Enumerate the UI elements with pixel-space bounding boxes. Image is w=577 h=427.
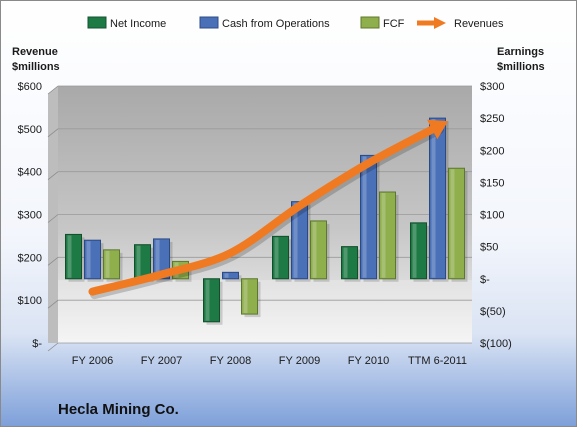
bar-highlight-net-income [67,235,72,278]
right-tick-label: $(50) [480,306,506,318]
bar-highlight-fcf [450,169,455,278]
bar-highlight-fcf [243,279,248,314]
bar-highlight-cash-from-operations [431,119,436,278]
revenue-line-arrowhead [427,119,449,140]
legend-label-revenues: Revenues [454,18,504,30]
x-axis-ticks: FY 2006 FY 2007 FY 2008 FY 2009 FY 2010 TTM 6… [72,355,467,367]
left-tick-label: $100 [18,295,42,307]
bar-highlight-net-income [343,247,348,278]
bar-fcf [448,167,465,280]
bar-highlight-cash-from-operations [362,156,367,278]
x-tick-label: FY 2010 [348,355,389,367]
bar-highlight-fcf [105,250,110,278]
left-tick-label: $300 [18,210,42,222]
bar-net-income [203,278,220,323]
grid-lines [47,85,472,352]
grid-depth-line [47,85,59,95]
right-axis-ticks: $(100) $(50) $- $50 $100 $150 $200 $250 $300 [480,81,512,350]
bar-cash-from-operations [360,154,377,280]
bar-cash-from-operations [84,239,101,280]
right-tick-label: $300 [480,81,504,93]
left-tick-label: $200 [18,252,42,264]
legend-swatch-fcf [360,16,380,29]
legend-label-fcf: FCF [383,18,405,30]
bar-highlight-net-income [136,245,141,278]
legend-swatch-revenues-arrowhead [434,17,446,29]
right-tick-label: $50 [480,242,498,254]
bar-net-income [65,233,82,280]
bar-highlight-net-income [274,237,279,278]
bar-highlight-cash-from-operations [293,202,298,278]
company-name: Hecla Mining Co. [58,401,179,418]
bar-net-income [410,222,427,280]
left-tick-label: $400 [18,167,42,179]
grid-depth-line [47,257,59,266]
revenue-line-layer [88,119,449,300]
bar-highlight-cash-from-operations [224,273,229,278]
right-tick-label: $- [480,274,490,286]
right-axis-title-line2: $millions [497,61,545,73]
left-tick-label: $500 [18,124,42,136]
left-axis-title-line2: $millions [12,61,60,73]
bars-layer [65,117,468,325]
legend-label-net-income: Net Income [110,18,166,30]
grid-depth-line [47,214,59,223]
right-tick-label: $(100) [480,338,512,350]
right-tick-label: $200 [480,145,504,157]
bar-highlight-fcf [381,193,386,278]
bar-fcf [379,191,396,280]
x-tick-label: FY 2006 [72,355,113,367]
right-axis-title-line1: Earnings [497,46,544,58]
bar-highlight-cash-from-operations [155,239,160,278]
legend-swatch-cash-from-operations [199,16,219,29]
bar-cash-from-operations [222,271,239,280]
revenue-line [88,122,442,296]
bar-fcf [241,278,258,315]
bar-net-income [272,235,289,280]
right-tick-label: $100 [480,210,504,222]
x-tick-label: FY 2009 [279,355,320,367]
bar-highlight-cash-from-operations [86,241,91,278]
grid-depth-line [47,299,59,309]
x-tick-label: FY 2007 [141,355,182,367]
bar-highlight-fcf [312,221,317,278]
bar-cash-from-operations [153,238,170,280]
bar-highlight-net-income [412,223,417,278]
legend-swatch-net-income [87,16,107,29]
x-tick-label: TTM 6-2011 [408,355,467,367]
bar-fcf [103,249,120,280]
bar-fcf [310,220,327,280]
left-axis-title-line1: Revenue [12,46,58,58]
right-tick-label: $250 [480,113,504,125]
legend-label-cash-from-operations: Cash from Operations [222,18,330,30]
right-tick-label: $150 [480,177,504,189]
grid-depth-line [47,171,59,180]
grid-depth-line [47,128,59,138]
grid-depth-line [47,342,59,352]
bar-net-income [341,246,358,280]
left-axis-ticks: $- $100 $200 $300 $400 $500 $600 [18,81,43,350]
plot-bottom-fade [58,280,472,343]
legend: Net Income Cash from Operations FCF Reve… [87,16,504,30]
left-tick-label: $600 [18,81,42,93]
left-tick-label: $- [32,338,42,350]
bar-cash-from-operations [429,117,446,280]
x-tick-label: FY 2008 [210,355,251,367]
bar-highlight-net-income [205,279,210,321]
